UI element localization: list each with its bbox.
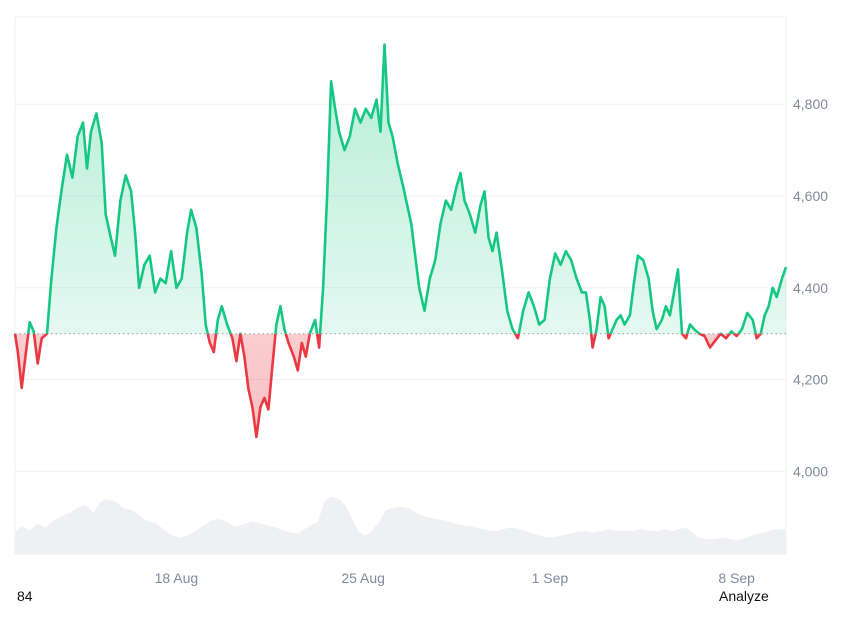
y-tick-label: 4,000 xyxy=(793,463,828,479)
y-tick-label: 4,600 xyxy=(793,188,828,204)
x-axis: 18 Aug 25 Aug 1 Sep 8 Sep xyxy=(155,570,756,586)
y-tick-label: 4,800 xyxy=(793,96,828,112)
x-tick-label: 25 Aug xyxy=(341,570,385,586)
price-line-up xyxy=(15,43,788,334)
x-tick-label: 18 Aug xyxy=(155,570,199,586)
y-axis: 4,000 4,200 4,400 4,600 4,800 xyxy=(793,96,828,479)
y-tick-label: 4,200 xyxy=(793,372,828,388)
x-tick-label: 1 Sep xyxy=(532,570,569,586)
volume-area xyxy=(15,496,786,554)
analyze-link[interactable]: Analyze xyxy=(719,588,769,604)
footer-left-value: 84 xyxy=(17,588,33,604)
price-area-up xyxy=(28,44,786,334)
line-layer xyxy=(13,43,788,439)
volume-layer xyxy=(15,496,786,554)
x-tick-label: 8 Sep xyxy=(718,570,755,586)
area-layer xyxy=(15,44,786,437)
y-tick-label: 4,400 xyxy=(793,280,828,296)
